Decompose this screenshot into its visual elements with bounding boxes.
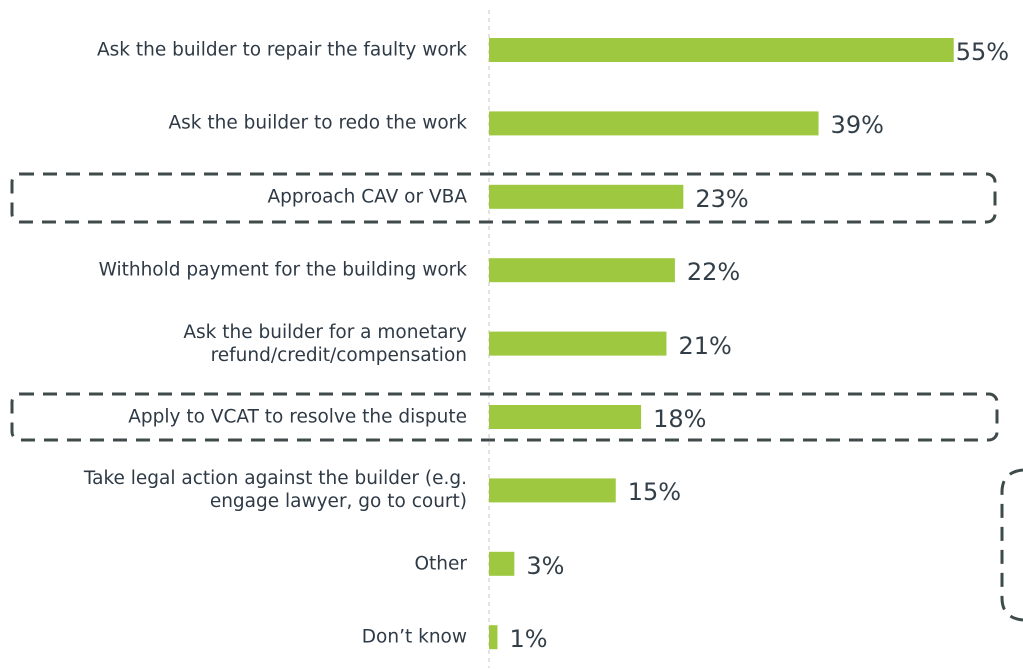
bar — [489, 478, 616, 503]
category-label: Don’t know — [361, 626, 467, 648]
value-label: 1% — [509, 625, 548, 654]
value-label: 39% — [830, 111, 884, 140]
bar — [489, 551, 515, 576]
bar — [489, 258, 675, 283]
value-label: 15% — [627, 478, 682, 507]
category-label: Ask the builder to repair the faulty wor… — [96, 39, 467, 61]
category-label: Approach CAV or VBA — [267, 186, 467, 208]
highlight-bracket — [1000, 468, 1023, 622]
value-label: 55% — [955, 38, 1010, 66]
bar — [489, 405, 642, 429]
category-label: Ask the builder for a monetary refund/cr… — [183, 321, 467, 366]
highlight-box — [10, 172, 997, 224]
value-label: 18% — [653, 405, 707, 433]
value-label: 23% — [695, 184, 749, 213]
category-label: Apply to VCAT to resolve the dispute — [128, 406, 467, 428]
category-label: Ask the builder to redo the work — [168, 112, 467, 134]
bar — [489, 111, 819, 136]
highlight-box — [10, 392, 999, 442]
category-label: Other — [414, 553, 467, 575]
value-label: 22% — [686, 258, 741, 287]
category-label: Take legal action against the builder (e… — [83, 468, 467, 513]
bar — [489, 38, 954, 62]
value-label: 3% — [526, 551, 565, 580]
category-label: Withhold payment for the building work — [98, 259, 467, 281]
bar — [489, 625, 498, 650]
bar — [489, 184, 684, 209]
bar — [489, 331, 667, 356]
value-label: 21% — [678, 331, 732, 360]
